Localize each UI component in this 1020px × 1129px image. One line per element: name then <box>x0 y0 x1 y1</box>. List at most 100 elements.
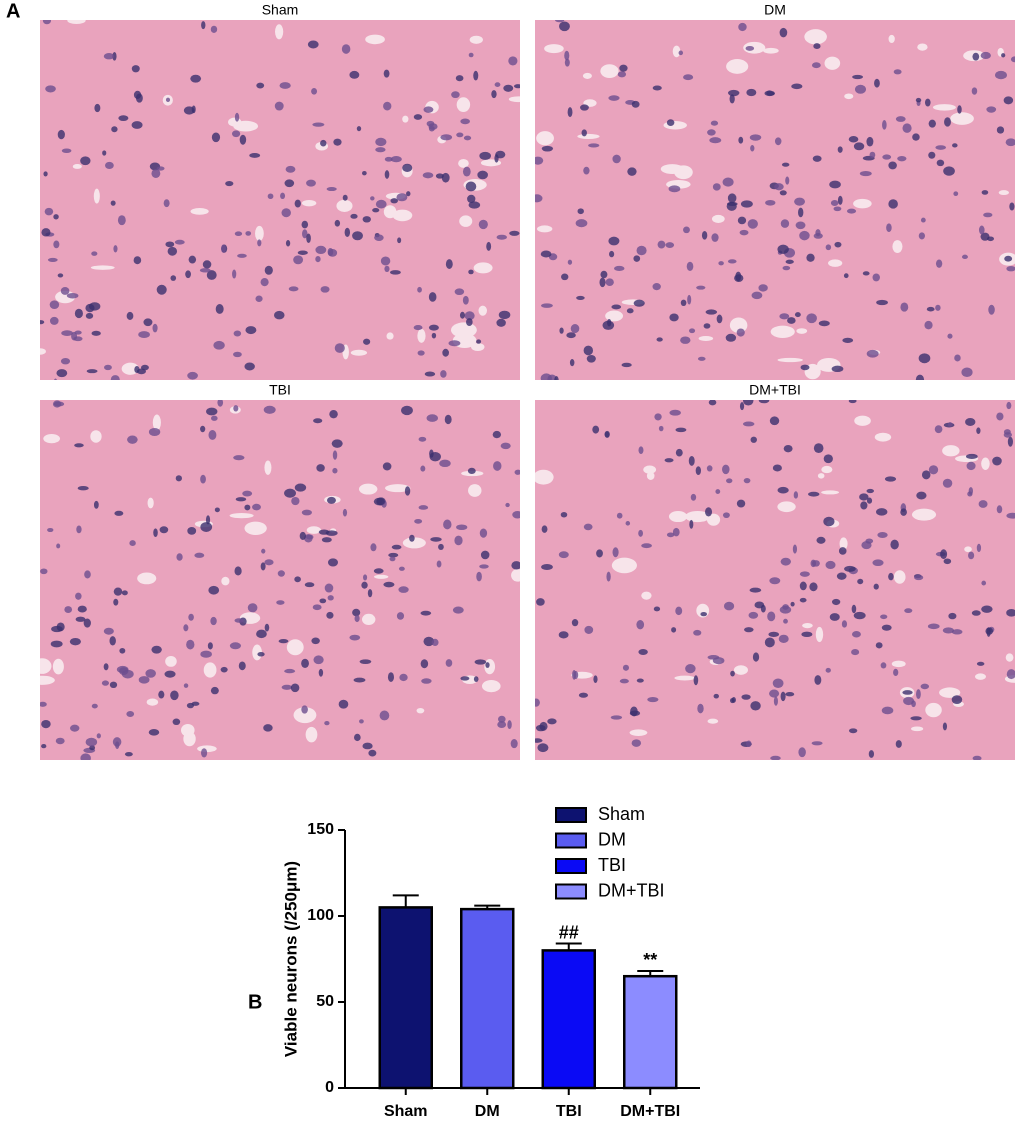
nucleus <box>602 320 615 330</box>
nucleus <box>256 629 267 639</box>
nucleus <box>211 132 221 143</box>
nucleus <box>774 183 784 191</box>
nucleus <box>109 681 118 689</box>
vacuole <box>544 44 564 54</box>
nucleus <box>813 43 821 50</box>
nucleus <box>417 286 422 293</box>
legend-swatch <box>555 883 587 900</box>
nucleus <box>327 595 334 601</box>
nucleus <box>156 166 165 171</box>
bar <box>460 907 515 1090</box>
nucleus <box>539 721 548 731</box>
nucleus <box>675 606 683 616</box>
nucleus <box>903 696 915 706</box>
nucleus <box>359 719 364 724</box>
vacuole <box>643 465 657 474</box>
nucleus <box>944 117 951 127</box>
nucleus <box>234 618 244 623</box>
nucleus <box>190 74 202 83</box>
nucleus <box>329 410 338 419</box>
nucleus <box>476 339 482 344</box>
vacuole <box>853 198 872 209</box>
nucleus <box>513 390 521 397</box>
nucleus <box>188 613 194 621</box>
nucleus <box>445 259 453 269</box>
nucleus <box>64 606 73 613</box>
nucleus <box>558 631 569 639</box>
vacuole <box>821 465 833 474</box>
nucleus <box>327 496 336 504</box>
nucleus <box>493 461 502 471</box>
nucleus <box>811 741 823 746</box>
nucleus <box>555 20 565 23</box>
nucleus <box>91 703 98 709</box>
nucleus <box>208 429 217 440</box>
nucleus <box>779 605 792 614</box>
nucleus <box>767 611 776 622</box>
vacuole <box>641 591 652 600</box>
nucleus <box>468 201 481 209</box>
nucleus <box>971 87 978 95</box>
legend-label: TBI <box>598 855 626 875</box>
nucleus <box>713 693 719 699</box>
vacuole <box>456 97 471 113</box>
nucleus <box>510 739 518 749</box>
panel-label: A <box>6 0 20 22</box>
nucleus <box>814 675 822 685</box>
vacuole <box>43 433 61 444</box>
nucleus <box>232 269 237 279</box>
nucleus <box>972 755 982 760</box>
nucleus <box>474 659 487 665</box>
nucleus <box>420 465 426 472</box>
nucleus <box>428 324 439 331</box>
nucleus <box>428 292 437 302</box>
nucleus <box>800 364 810 371</box>
nucleus <box>669 313 679 322</box>
nucleus <box>638 529 643 537</box>
nucleus <box>103 627 114 635</box>
nucleus <box>359 659 372 665</box>
nucleus <box>915 97 922 103</box>
nucleus <box>722 177 734 187</box>
vacuole <box>165 655 177 667</box>
nucleus <box>837 146 843 153</box>
nucleus <box>109 636 116 646</box>
nucleus <box>611 304 622 310</box>
histology-image <box>535 20 1015 380</box>
vacuole <box>763 47 779 54</box>
nucleus <box>935 259 943 268</box>
nucleus <box>882 154 892 160</box>
nucleus <box>281 684 293 690</box>
nucleus <box>953 191 959 197</box>
nucleus <box>126 311 134 320</box>
vacuole <box>1005 653 1014 662</box>
nucleus <box>153 528 158 537</box>
nucleus <box>854 84 867 94</box>
nucleus <box>75 592 82 600</box>
nucleus <box>1003 96 1014 105</box>
nucleus <box>237 253 247 258</box>
nucleus <box>665 242 675 248</box>
nucleus <box>114 510 124 516</box>
nucleus <box>689 328 696 334</box>
vacuole <box>402 115 409 123</box>
nucleus <box>252 503 261 511</box>
nucleus <box>976 661 985 666</box>
vacuole <box>536 225 553 233</box>
nucleus <box>349 634 361 641</box>
vacuole <box>660 164 684 174</box>
nucleus <box>1006 669 1015 680</box>
vacuole <box>255 225 264 241</box>
nucleus <box>735 271 742 282</box>
nucleus <box>418 505 429 510</box>
vacuole <box>402 537 426 549</box>
nucleus <box>210 616 217 626</box>
nucleus <box>397 237 402 244</box>
nucleus <box>750 436 757 443</box>
nucleus <box>948 612 957 620</box>
nucleus <box>972 52 980 61</box>
nucleus <box>352 608 361 617</box>
nucleus <box>920 683 930 690</box>
nucleus <box>299 531 306 540</box>
nucleus <box>777 244 789 254</box>
